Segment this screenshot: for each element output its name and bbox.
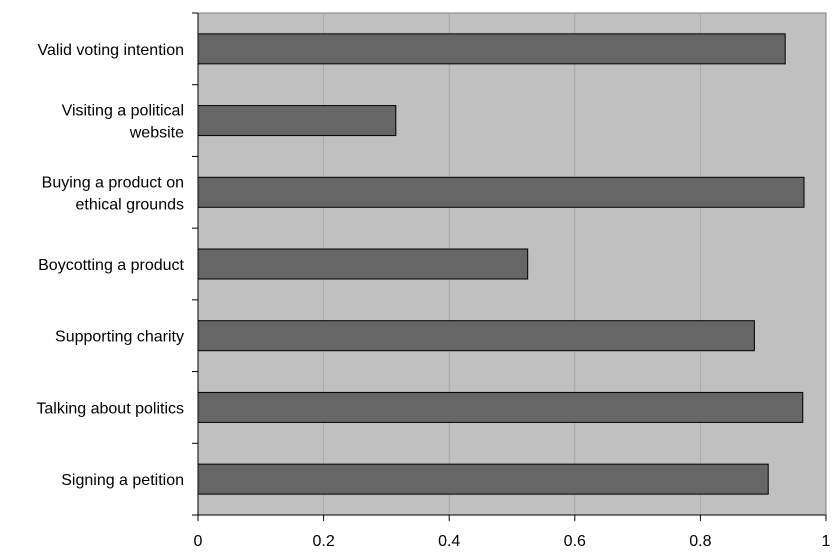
bar <box>197 176 805 208</box>
x-tick-label: 0.8 <box>689 533 711 550</box>
category-label-line: Supporting charity <box>55 329 184 346</box>
x-tick-label: 0 <box>194 533 203 550</box>
x-tick-labels: 0 0.2 0.4 0.6 0.8 1 <box>194 533 831 550</box>
x-tick-label: 0.2 <box>312 533 334 550</box>
axes <box>192 12 827 521</box>
bar <box>197 320 755 352</box>
category-label-line: Buying a product on <box>42 174 184 191</box>
category-labels: Valid voting intention Visiting a politic… <box>36 42 184 489</box>
x-tick-label: 1 <box>822 533 831 550</box>
category-label: Buying a product on ethical grounds <box>42 174 184 213</box>
x-tick-label: 0.4 <box>438 533 460 550</box>
category-label-line: Valid voting intention <box>38 42 184 59</box>
bar <box>197 33 786 65</box>
bar <box>197 391 804 423</box>
category-label: Valid voting intention <box>38 42 184 59</box>
category-label: Signing a petition <box>61 472 184 489</box>
category-label-line: Boycotting a product <box>38 257 184 274</box>
bar <box>197 105 397 137</box>
category-label-line: website <box>129 125 184 142</box>
category-label: Supporting charity <box>55 329 184 346</box>
bar <box>197 248 529 280</box>
category-label-line: Talking about politics <box>36 400 184 417</box>
x-tick-label: 0.6 <box>564 533 586 550</box>
category-label-line: Signing a petition <box>61 472 184 489</box>
category-label: Visiting a political website <box>62 103 185 142</box>
bar <box>197 463 769 495</box>
category-label-line: Visiting a political <box>62 103 184 120</box>
category-label-line: ethical grounds <box>75 196 184 213</box>
bars <box>197 33 805 495</box>
category-label: Talking about politics <box>36 400 184 417</box>
category-label: Boycotting a product <box>38 257 184 274</box>
